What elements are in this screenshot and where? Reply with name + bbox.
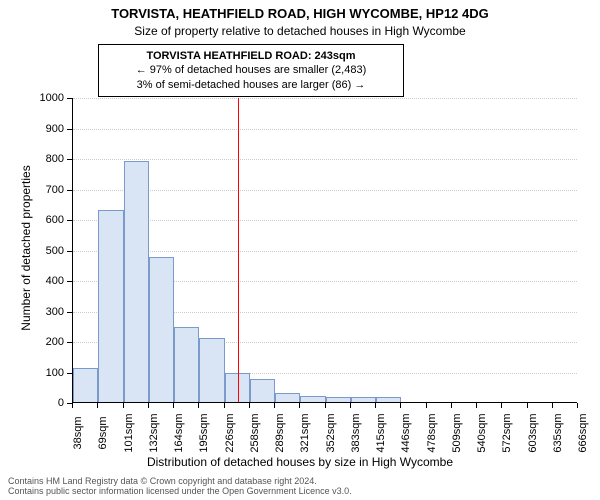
x-tick <box>198 403 199 408</box>
x-tick <box>476 403 477 408</box>
grid-line <box>73 129 577 130</box>
x-tick-label: 666sqm <box>577 413 589 452</box>
x-tick-label: 415sqm <box>375 413 387 452</box>
x-tick <box>325 403 326 408</box>
x-tick <box>451 403 452 408</box>
histogram-bar <box>199 338 224 402</box>
histogram-bar <box>73 368 98 402</box>
y-tick-label: 1000 <box>0 92 64 104</box>
plot-area <box>72 98 577 403</box>
y-tick <box>67 190 72 191</box>
y-tick-label: 600 <box>0 214 64 226</box>
y-tick <box>67 159 72 160</box>
footer-line-2: Contains public sector information licen… <box>8 486 352 496</box>
y-tick-label: 200 <box>0 336 64 348</box>
histogram-bar <box>250 379 275 402</box>
histogram-bar <box>326 397 351 402</box>
y-tick-label: 800 <box>0 153 64 165</box>
y-tick-label: 0 <box>0 397 64 409</box>
histogram-bar <box>174 327 199 402</box>
x-tick-label: 446sqm <box>400 413 412 452</box>
x-tick-label: 352sqm <box>325 413 337 452</box>
x-tick <box>274 403 275 408</box>
x-tick <box>72 403 73 408</box>
x-tick-label: 383sqm <box>350 413 362 452</box>
y-tick <box>67 129 72 130</box>
y-tick-label: 100 <box>0 367 64 379</box>
x-tick <box>375 403 376 408</box>
histogram-bar <box>149 257 174 402</box>
info-box: TORVISTA HEATHFIELD ROAD: 243sqm ← 97% o… <box>98 44 404 97</box>
property-size-histogram: TORVISTA, HEATHFIELD ROAD, HIGH WYCOMBE,… <box>0 0 600 500</box>
x-axis-label: Distribution of detached houses by size … <box>0 455 600 469</box>
x-tick-label: 540sqm <box>476 413 488 452</box>
info-line-1: TORVISTA HEATHFIELD ROAD: 243sqm <box>107 49 395 63</box>
x-tick-label: 164sqm <box>173 413 185 452</box>
histogram-bar <box>300 396 325 402</box>
x-tick <box>224 403 225 408</box>
info-line-3: 3% of semi-detached houses are larger (8… <box>107 78 395 92</box>
x-tick <box>249 403 250 408</box>
y-tick-label: 700 <box>0 184 64 196</box>
y-tick-label: 400 <box>0 275 64 287</box>
x-tick-label: 635sqm <box>552 413 564 452</box>
chart-title-sub: Size of property relative to detached ho… <box>0 24 600 38</box>
x-tick-label: 289sqm <box>274 413 286 452</box>
y-tick <box>67 251 72 252</box>
x-tick-label: 572sqm <box>501 413 513 452</box>
x-tick <box>527 403 528 408</box>
x-tick <box>173 403 174 408</box>
y-tick <box>67 312 72 313</box>
x-tick-label: 69sqm <box>97 416 109 449</box>
x-tick-label: 101sqm <box>123 413 135 452</box>
x-tick <box>400 403 401 408</box>
x-tick <box>148 403 149 408</box>
histogram-bar <box>124 161 149 402</box>
grid-line <box>73 159 577 160</box>
x-tick <box>426 403 427 408</box>
x-tick-label: 195sqm <box>198 413 210 452</box>
x-tick-label: 603sqm <box>527 413 539 452</box>
x-tick <box>350 403 351 408</box>
footer-line-1: Contains HM Land Registry data © Crown c… <box>8 476 352 486</box>
histogram-bar <box>275 393 300 402</box>
x-tick <box>123 403 124 408</box>
y-tick <box>67 373 72 374</box>
x-tick <box>501 403 502 408</box>
histogram-bar <box>98 210 123 402</box>
x-tick-label: 478sqm <box>426 413 438 452</box>
x-tick-label: 258sqm <box>249 413 261 452</box>
info-line-2: ← 97% of detached houses are smaller (2,… <box>107 63 395 77</box>
x-tick <box>97 403 98 408</box>
y-tick-label: 300 <box>0 306 64 318</box>
x-tick <box>577 403 578 408</box>
chart-title-main: TORVISTA, HEATHFIELD ROAD, HIGH WYCOMBE,… <box>0 6 600 21</box>
y-tick <box>67 98 72 99</box>
y-tick <box>67 281 72 282</box>
y-tick <box>67 342 72 343</box>
x-tick-label: 226sqm <box>224 413 236 452</box>
x-tick-label: 321sqm <box>299 413 311 452</box>
x-tick <box>552 403 553 408</box>
x-tick-label: 132sqm <box>148 413 160 452</box>
x-tick <box>299 403 300 408</box>
y-tick-label: 500 <box>0 245 64 257</box>
histogram-bar <box>351 397 376 402</box>
grid-line <box>73 98 577 99</box>
histogram-bar <box>376 397 401 402</box>
y-tick <box>67 220 72 221</box>
y-tick-label: 900 <box>0 123 64 135</box>
footer: Contains HM Land Registry data © Crown c… <box>8 476 352 496</box>
property-marker-line <box>238 98 239 402</box>
x-tick-label: 38sqm <box>72 416 84 449</box>
x-tick-label: 509sqm <box>451 413 463 452</box>
